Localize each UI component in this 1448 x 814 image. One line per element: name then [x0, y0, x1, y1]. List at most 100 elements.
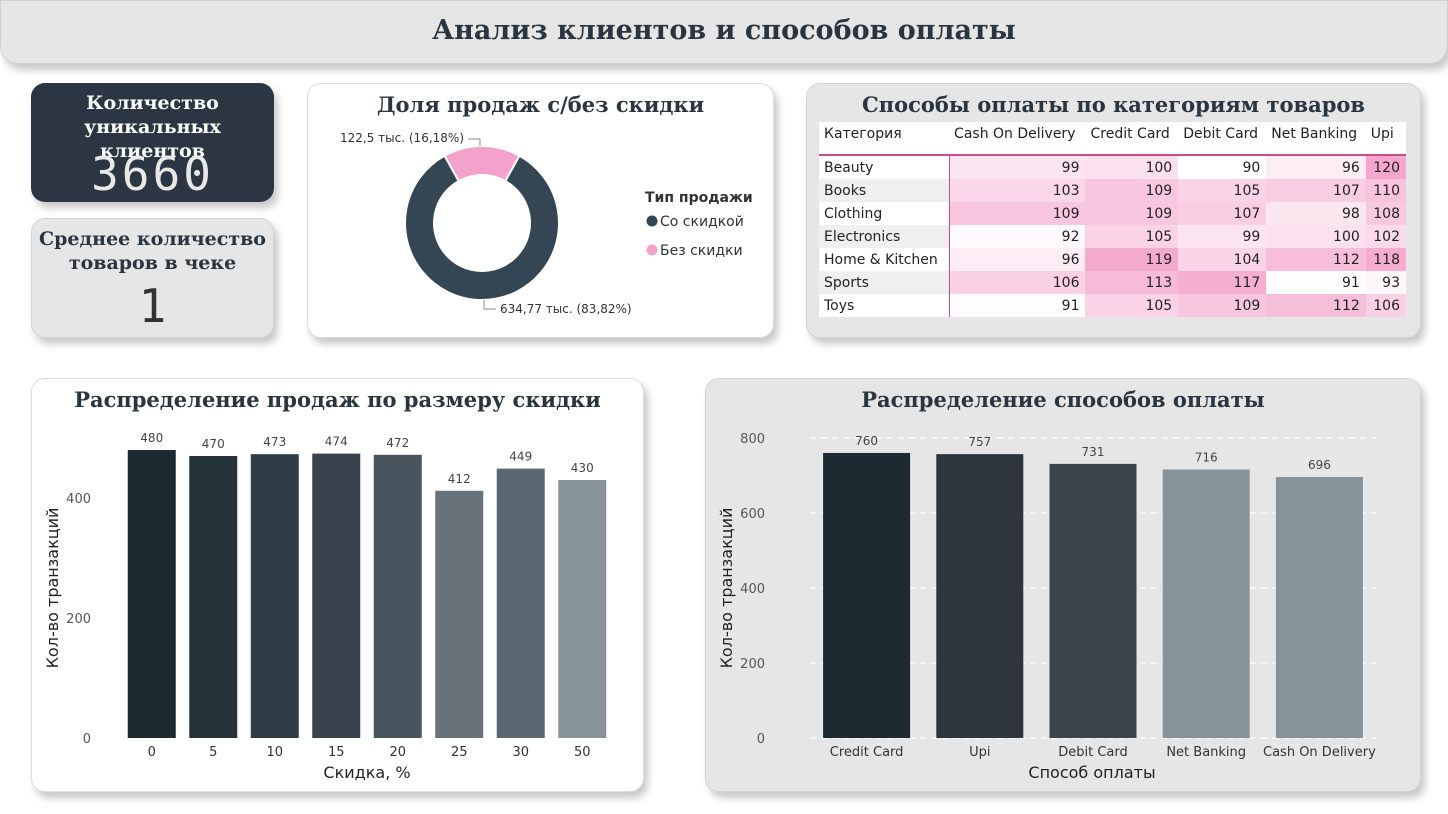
- y-tick-label: 200: [740, 657, 765, 672]
- legend-item: Без скидки: [660, 243, 743, 259]
- chart-title: Распределение способов оплаты: [861, 387, 1265, 412]
- discount-bar-chart-card[interactable]: Распределение продаж по размеру скидки 0…: [31, 378, 644, 792]
- table-row: Home & Kitchen 96 119 104 112 118: [819, 248, 1406, 271]
- column-header[interactable]: Credit Card: [1085, 122, 1179, 156]
- payment-bar-chart-card[interactable]: Распределение способов оплаты 0 200 400 600…: [705, 378, 1421, 792]
- kpi-card-unique-clients[interactable]: Количество уникальных клиентов 3660: [31, 83, 274, 202]
- table-cell: 117: [1178, 271, 1267, 294]
- payment-category-matrix: Категория Cash On Delivery Credit Card Debi…: [819, 122, 1406, 317]
- table-cell: 120: [1365, 155, 1406, 179]
- table-cell: 99: [949, 155, 1086, 179]
- y-tick-label: 200: [66, 612, 91, 627]
- data-label: 473: [263, 435, 286, 449]
- y-axis-label: Кол-во транзакций: [43, 508, 62, 669]
- table-cell: 110: [1365, 179, 1406, 202]
- table-cell: 113: [1085, 271, 1179, 294]
- row-category: Toys: [819, 294, 950, 317]
- donut-chart-card[interactable]: Доля продаж с/без скидки 122,5 тыс. (16,…: [307, 83, 774, 338]
- table-cell: 92: [949, 225, 1086, 248]
- table-row: Toys 91 105 109 112 106: [819, 294, 1406, 317]
- data-label: 122,5 тыс. (16,18%): [340, 131, 464, 145]
- x-tick-label: 15: [328, 745, 345, 760]
- bar: [496, 468, 545, 738]
- data-label: 470: [202, 437, 225, 451]
- x-tick-label: Cash On Delivery: [1263, 745, 1376, 760]
- data-label: 696: [1308, 458, 1331, 472]
- table-cell: 91: [1266, 271, 1366, 294]
- y-axis-label: Кол-во транзакций: [717, 508, 736, 669]
- table-cell: 100: [1266, 225, 1366, 248]
- data-label: 480: [140, 431, 163, 445]
- y-tick-label: 0: [757, 732, 765, 747]
- y-tick-label: 400: [66, 492, 91, 507]
- table-row: Books 103 109 105 107 110: [819, 179, 1406, 202]
- table-cell: 96: [1266, 155, 1366, 179]
- leader-line: [483, 300, 496, 310]
- bar: [250, 454, 299, 738]
- table-cell: 102: [1365, 225, 1406, 248]
- bar: [936, 454, 1024, 738]
- kpi-title-line: товаров в чеке: [68, 252, 237, 274]
- chart-title: Распределение продаж по размеру скидки: [74, 387, 601, 412]
- table-cell: 98: [1266, 202, 1366, 225]
- x-tick-label: 5: [209, 745, 217, 760]
- table-cell: 90: [1178, 155, 1267, 179]
- column-header[interactable]: Net Banking: [1266, 122, 1366, 156]
- table-cell: 91: [949, 294, 1086, 317]
- x-tick-label: Debit Card: [1058, 745, 1128, 760]
- table-cell: 108: [1365, 202, 1406, 225]
- chart-title: Доля продаж с/без скидки: [376, 92, 705, 117]
- y-tick-label: 800: [740, 432, 765, 447]
- kpi-value-unique-clients: 3660: [91, 147, 214, 201]
- legend-item: Со скидкой: [660, 214, 744, 230]
- bar: [312, 453, 361, 738]
- x-tick-label: 50: [574, 745, 591, 760]
- donut-slice: [404, 154, 560, 301]
- row-category: Electronics: [819, 225, 950, 248]
- kpi-title: Количество уникальных клиентов: [31, 91, 274, 163]
- y-tick-label: 600: [740, 507, 765, 522]
- table-cell: 118: [1365, 248, 1406, 271]
- table-cell: 109: [1085, 202, 1179, 225]
- table-cell: 109: [949, 202, 1086, 225]
- bar: [1162, 469, 1250, 738]
- data-label: 716: [1195, 451, 1218, 465]
- column-header[interactable]: Cash On Delivery: [949, 122, 1086, 156]
- payment-category-table-card[interactable]: Способы оплаты по категориям товаров Кат…: [806, 83, 1421, 338]
- bar: [1049, 463, 1137, 738]
- column-header[interactable]: Категория: [819, 122, 950, 156]
- column-header[interactable]: Debit Card: [1178, 122, 1267, 156]
- data-label: 760: [855, 434, 878, 448]
- x-tick-label: Net Banking: [1166, 745, 1246, 760]
- row-category: Beauty: [819, 155, 950, 179]
- table-cell: 106: [949, 271, 1086, 294]
- row-category: Books: [819, 179, 950, 202]
- data-label: 757: [968, 435, 991, 449]
- data-label: 430: [571, 461, 594, 475]
- kpi-card-avg-items[interactable]: Среднее количество товаров в чеке 1: [31, 218, 274, 338]
- kpi-title-line: Количество: [86, 92, 219, 114]
- table-header-row: Категория Cash On Delivery Credit Card Debi…: [819, 122, 1406, 156]
- payment-bar-chart: 0 200 400 600 800 760 Credit Card 757 Upi 731 Debi…: [717, 432, 1376, 782]
- table-cell: 112: [1266, 248, 1366, 271]
- x-tick-label: Credit Card: [830, 745, 904, 760]
- table-cell: 119: [1085, 248, 1179, 271]
- bar: [558, 480, 607, 738]
- bar: [1275, 477, 1363, 738]
- x-tick-label: 25: [451, 745, 468, 760]
- table-cell: 93: [1365, 271, 1406, 294]
- leader-line: [468, 138, 481, 146]
- kpi-title-line: Среднее количество: [39, 228, 266, 250]
- x-axis-label: Способ оплаты: [1028, 763, 1155, 782]
- table-cell: 109: [1085, 179, 1179, 202]
- bar: [127, 450, 176, 738]
- x-tick-label: 0: [148, 745, 156, 760]
- legend-marker: [646, 215, 658, 227]
- dashboard-header: Анализ клиентов и способов оплаты: [0, 0, 1448, 64]
- legend-marker: [646, 244, 658, 256]
- table-cell: 103: [949, 179, 1086, 202]
- table-cell: 107: [1178, 202, 1267, 225]
- column-header[interactable]: Upi: [1365, 122, 1406, 156]
- table-cell: 106: [1365, 294, 1406, 317]
- table-cell: 104: [1178, 248, 1267, 271]
